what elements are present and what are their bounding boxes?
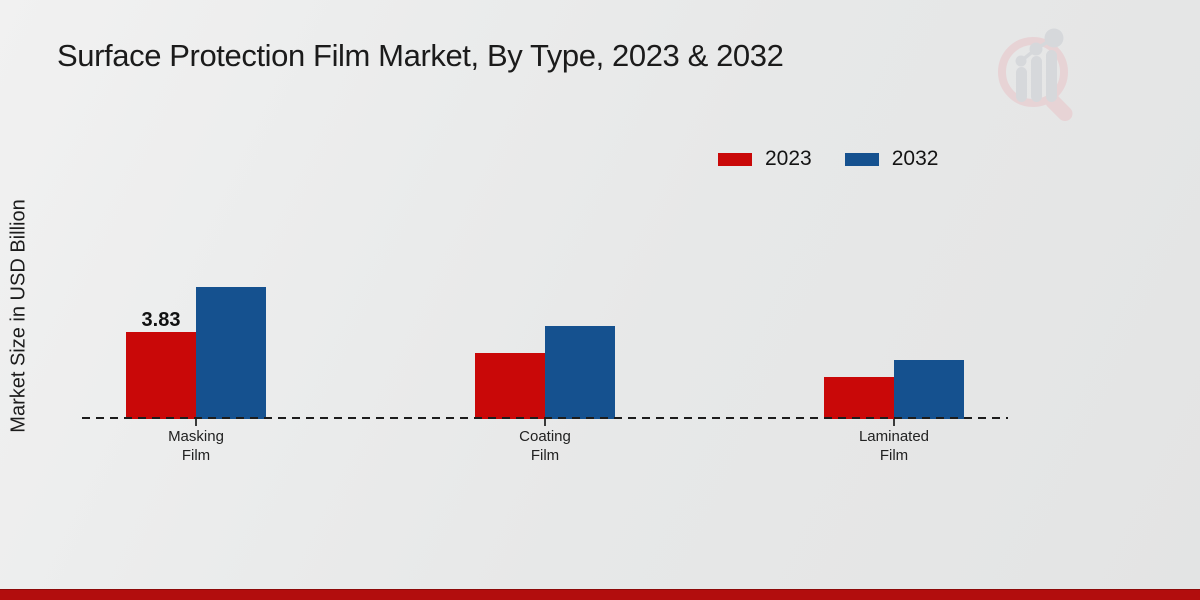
x-axis-baseline: [82, 417, 1008, 419]
category-tick-coating-film: [544, 419, 546, 426]
category-tick-masking-film: [195, 419, 197, 426]
legend-item-2032: 2032: [844, 147, 939, 171]
bar-2023-laminated-film: [824, 377, 894, 419]
bar-2032-laminated-film: [894, 360, 964, 419]
bar-2023-coating-film: [475, 353, 545, 419]
legend-label-2023: 2023: [765, 147, 812, 170]
magnifier-bar-chart-logo-icon: [998, 28, 1073, 122]
category-label-masking-film: Masking Film: [168, 428, 224, 464]
legend-label-2032: 2032: [891, 147, 939, 170]
category-label-coating-film: Coating Film: [519, 428, 571, 464]
legend-item-2023: 2023: [718, 147, 812, 171]
y-axis-label: Market Size in USD Billion: [7, 199, 30, 433]
bar-2032-masking-film: [196, 287, 266, 419]
footer-accent-bar: [0, 589, 1200, 600]
bar-2023-masking-film: [126, 332, 196, 419]
legend-swatch-2032: [844, 152, 879, 166]
category-label-laminated-film: Laminated Film: [858, 428, 930, 464]
legend-swatch-2023: [718, 152, 752, 166]
plot-area: Masking Film Coating Film Laminated Film 3.…: [82, 271, 1008, 464]
chart-title: Surface Protection Film Market, By Type,…: [57, 38, 784, 73]
category-tick-laminated-film: [893, 419, 895, 426]
value-label-2023-masking-film: 3.83: [141, 309, 181, 331]
bar-2032-coating-film: [545, 326, 615, 419]
legend: 2023 2032: [718, 147, 938, 171]
